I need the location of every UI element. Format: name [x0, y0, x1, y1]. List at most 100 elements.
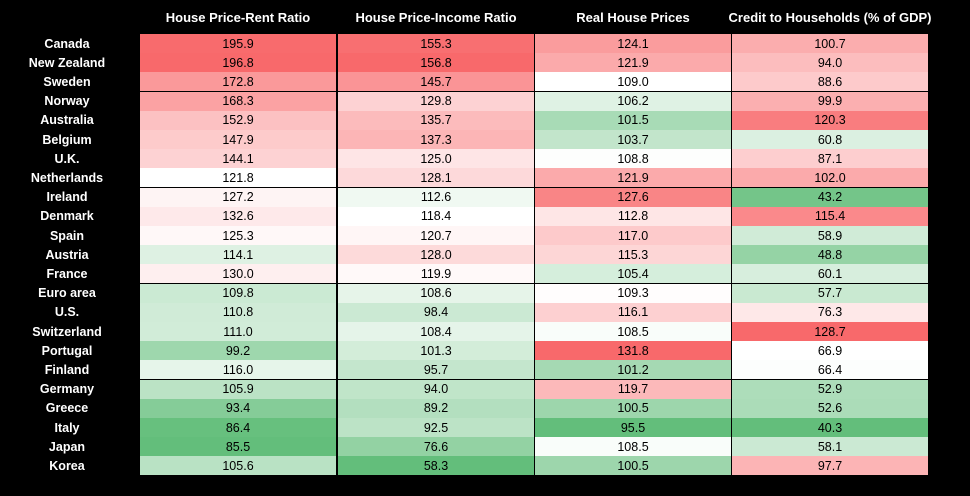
table-cell: 105.9: [140, 379, 336, 399]
row-label: Portugal: [41, 343, 93, 358]
table-cell: 106.2: [535, 91, 731, 111]
table-cell: 95.7: [338, 360, 534, 380]
table-cell: 111.0: [140, 322, 336, 341]
row-label: Ireland: [46, 190, 88, 205]
table-cell: 147.9: [140, 130, 336, 149]
table-cell: 108.6: [338, 283, 534, 303]
row-label: Italy: [54, 420, 80, 435]
table-cell: 144.1: [140, 149, 336, 169]
table-cell: 60.1: [732, 264, 928, 284]
table-cell: 117.0: [535, 226, 731, 245]
table-cell: 93.4: [140, 398, 336, 418]
table-cell: 172.8: [140, 72, 336, 92]
table-cell: 118.4: [338, 206, 534, 226]
table-cell: 152.9: [140, 110, 336, 130]
table-cell: 145.7: [338, 72, 534, 92]
row-label: Japan: [48, 439, 86, 454]
table-cell: 88.6: [732, 72, 928, 92]
row-label: U.K.: [54, 151, 80, 166]
table-cell: 129.8: [338, 91, 534, 111]
table-cell: 52.9: [732, 379, 928, 399]
table-cell: 76.6: [338, 437, 534, 457]
table-cell: 109.3: [535, 283, 731, 303]
table-cell: 108.5: [535, 437, 731, 457]
row-label: Greece: [45, 401, 89, 416]
table-cell: 168.3: [140, 91, 336, 111]
table-cell: 94.0: [338, 379, 534, 399]
table-cell: 128.0: [338, 245, 534, 265]
table-cell: 114.1: [140, 245, 336, 265]
table-cell: 101.3: [338, 341, 534, 361]
column-header: Real House Prices: [576, 9, 690, 25]
row-label: France: [46, 266, 88, 281]
table-cell: 100.5: [535, 456, 731, 476]
table-cell: 128.7: [732, 322, 928, 341]
table-cell: 57.7: [732, 283, 928, 303]
table-cell: 100.5: [535, 398, 731, 418]
row-label: Sweden: [43, 74, 91, 89]
row-label: Switzerland: [32, 324, 102, 339]
table-cell: 66.9: [732, 341, 928, 361]
table-cell: 121.8: [140, 168, 336, 188]
table-cell: 120.7: [338, 226, 534, 245]
table-cell: 131.8: [535, 341, 731, 361]
table-cell: 95.5: [535, 418, 731, 437]
table-cell: 87.1: [732, 149, 928, 169]
row-label: Netherlands: [30, 170, 104, 185]
table-cell: 103.7: [535, 130, 731, 149]
table-cell: 127.6: [535, 187, 731, 207]
table-cell: 108.4: [338, 322, 534, 341]
row-label: Denmark: [40, 209, 94, 224]
row-label: Spain: [49, 228, 85, 243]
table-cell: 100.7: [732, 34, 928, 53]
table-cell: 99.9: [732, 91, 928, 111]
table-cell: 125.3: [140, 226, 336, 245]
table-cell: 112.8: [535, 206, 731, 226]
table-cell: 85.5: [140, 437, 336, 457]
table-cell: 128.1: [338, 168, 534, 188]
table-cell: 109.0: [535, 72, 731, 92]
table-cell: 89.2: [338, 398, 534, 418]
table-cell: 121.9: [535, 168, 731, 188]
table-cell: 58.9: [732, 226, 928, 245]
table-cell: 156.8: [338, 53, 534, 73]
row-label: Korea: [49, 458, 85, 473]
table-cell: 115.4: [732, 206, 928, 226]
row-label: U.S.: [54, 305, 80, 320]
table-cell: 116.1: [535, 302, 731, 322]
table-cell: 48.8: [732, 245, 928, 265]
row-label: Germany: [39, 382, 95, 397]
table-cell: 58.1: [732, 437, 928, 457]
table-cell: 92.5: [338, 418, 534, 437]
table-cell: 116.0: [140, 360, 336, 380]
table-cell: 98.4: [338, 302, 534, 322]
table-cell: 109.8: [140, 283, 336, 303]
table-cell: 99.2: [140, 341, 336, 361]
table-cell: 196.8: [140, 53, 336, 73]
table-cell: 195.9: [140, 34, 336, 53]
row-label: Australia: [40, 113, 94, 128]
table-cell: 66.4: [732, 360, 928, 380]
column-header: House Price-Income Ratio: [355, 9, 517, 25]
table-cell: 120.3: [732, 110, 928, 130]
table-cell: 101.2: [535, 360, 731, 380]
table-cell: 125.0: [338, 149, 534, 169]
table-cell: 52.6: [732, 398, 928, 418]
table-cell: 132.6: [140, 206, 336, 226]
table-cell: 101.5: [535, 110, 731, 130]
table-cell: 105.4: [535, 264, 731, 284]
row-label: Belgium: [42, 132, 92, 147]
row-label: Austria: [45, 247, 89, 262]
table-cell: 94.0: [732, 53, 928, 73]
table-cell: 124.1: [535, 34, 731, 53]
row-label: Canada: [44, 36, 90, 51]
table-cell: 60.8: [732, 130, 928, 149]
table-cell: 119.9: [338, 264, 534, 284]
table-cell: 58.3: [338, 456, 534, 476]
table-cell: 97.7: [732, 456, 928, 476]
table-cell: 76.3: [732, 302, 928, 322]
table-cell: 105.6: [140, 456, 336, 476]
table-cell: 115.3: [535, 245, 731, 265]
table-cell: 108.5: [535, 322, 731, 341]
